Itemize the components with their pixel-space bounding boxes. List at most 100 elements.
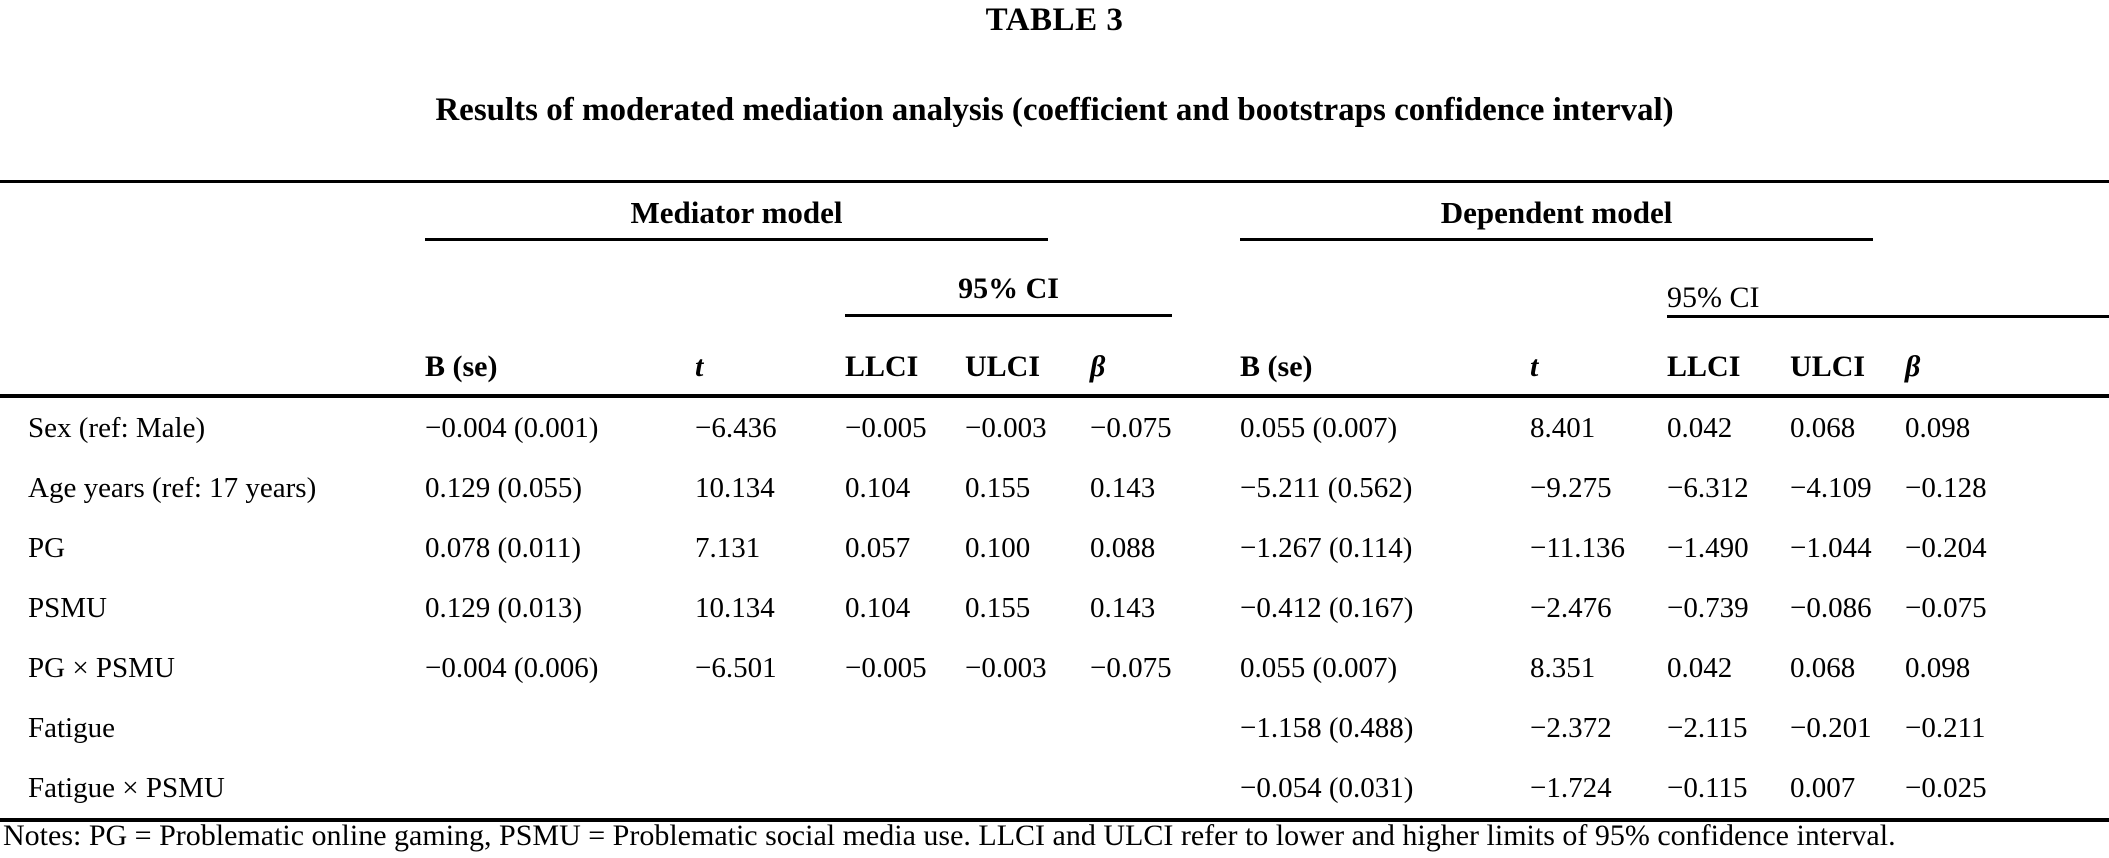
cell-dependent-ulci: 0.007 (1790, 758, 1906, 822)
col-mediator-beta: β (1090, 316, 1241, 398)
mediator-model-group: Mediator model (425, 182, 1240, 241)
cell-mediator-t (695, 758, 845, 822)
cell-mediator-t (695, 698, 845, 758)
cell-dependent-ulci: −0.201 (1790, 711, 1872, 744)
row-label: PG (28, 531, 66, 564)
mediator-ci-group: 95% CI (845, 241, 1240, 317)
cell-mediator-ulci: −0.003 (965, 651, 1047, 684)
cell-mediator-ulci: 0.100 (965, 531, 1031, 564)
cell-dependent-t: −2.372 (1530, 711, 1612, 744)
cell-mediator-b: −0.004 (0.001) (425, 411, 599, 444)
cell-mediator-b: 0.129 (0.055) (425, 471, 583, 504)
cell-mediator-beta: 0.143 (1090, 591, 1156, 624)
cell-mediator-t: −6.436 (695, 411, 777, 444)
cell-dependent-beta: −0.025 (1905, 758, 2109, 822)
cell-mediator-llci (845, 758, 965, 822)
cell-mediator-ulci: −0.003 (965, 411, 1047, 444)
col-mediator-b: B (se) (425, 316, 695, 398)
dependent-model-header: Dependent model (1240, 195, 1874, 241)
row-label: Fatigue × PSMU (0, 758, 425, 822)
row-label: Fatigue (28, 711, 115, 744)
cell-mediator-beta: −0.075 (1090, 651, 1172, 684)
cell-dependent-beta: 0.098 (1905, 411, 1971, 444)
col-mediator-ulci: ULCI (965, 316, 1090, 398)
table-row: PG × PSMU −0.004 (0.006) −6.501 −0.005 −0.00… (0, 638, 2109, 698)
cell-dependent-ulci: −1.044 (1790, 531, 1872, 564)
cell-mediator-beta: 0.143 (1090, 471, 1156, 504)
results-table: Mediator model Dependent model 95% CI 95… (0, 180, 2109, 822)
col-dependent-ulci: ULCI (1790, 316, 1906, 398)
cell-dependent-t: −2.476 (1530, 591, 1612, 624)
cell-dependent-beta: 0.098 (1905, 651, 1971, 684)
table-row: PG 0.078 (0.011) 7.131 0.057 0.100 0.088 −1.26… (0, 518, 2109, 578)
cell-dependent-ulci: −4.109 (1790, 471, 1872, 504)
col-mediator-llci: LLCI (845, 316, 965, 398)
cell-mediator-llci: 0.057 (845, 531, 911, 564)
ci-header-row: 95% CI 95% CI (0, 241, 2109, 318)
cell-dependent-t: −9.275 (1530, 471, 1612, 504)
cell-dependent-llci: −1.490 (1667, 531, 1749, 564)
cell-dependent-t: −11.136 (1530, 531, 1626, 564)
cell-mediator-b (425, 698, 695, 758)
cell-mediator-t: 10.134 (695, 591, 775, 624)
table-row: Age years (ref: 17 years) 0.129 (0.055) 10… (0, 458, 2109, 518)
cell-dependent-beta: −0.204 (1905, 531, 1987, 564)
table-title: Results of moderated mediation analysis … (435, 92, 1674, 128)
cell-mediator-llci: −0.005 (845, 651, 927, 684)
col-dependent-t: t (1530, 316, 1668, 398)
dependent-model-group: Dependent model (1240, 182, 2109, 241)
cell-mediator-b (425, 758, 695, 822)
ci-spacer-mid (1240, 241, 1667, 317)
cell-dependent-beta: −0.128 (1905, 471, 1987, 504)
cell-mediator-ulci: 0.155 (965, 591, 1031, 624)
cell-dependent-llci: −0.739 (1667, 591, 1749, 624)
cell-mediator-llci (845, 698, 965, 758)
group-header-row: Mediator model Dependent model (0, 182, 2109, 241)
table-body: Sex (ref: Male) −0.004 (0.001) −6.436 −0.00… (0, 396, 2109, 822)
cell-dependent-beta: −0.075 (1905, 591, 1987, 624)
cell-dependent-llci: −2.115 (1667, 711, 1748, 744)
row-label: PG × PSMU (28, 651, 175, 684)
cell-mediator-b: −0.004 (0.006) (425, 651, 599, 684)
cell-mediator-beta (1090, 758, 1241, 822)
mediator-ci-header: 95% CI (845, 272, 1173, 317)
cell-dependent-llci: 0.042 (1667, 651, 1733, 684)
table-row: Fatigue × PSMU −0.054 (0.031) −1.724 −0.115… (0, 758, 2109, 822)
cell-mediator-t: 7.131 (695, 531, 761, 564)
col-dependent-b: B (se) (1240, 316, 1531, 398)
cell-mediator-ulci (965, 698, 1090, 758)
cell-dependent-b: 0.055 (0.007) (1240, 651, 1398, 684)
col-dependent-beta: β (1905, 316, 2109, 398)
cell-mediator-b: 0.129 (0.013) (425, 591, 583, 624)
cell-dependent-t: 8.351 (1530, 651, 1596, 684)
cell-mediator-llci: −0.005 (845, 411, 927, 444)
col-mediator-t: t (695, 316, 845, 398)
cell-dependent-b: −1.267 (0.114) (1240, 531, 1413, 564)
row-label: PSMU (28, 591, 107, 624)
table-row: Sex (ref: Male) −0.004 (0.001) −6.436 −0.00… (0, 396, 2109, 458)
cell-dependent-llci: −0.115 (1667, 758, 1791, 822)
cell-dependent-ulci: 0.068 (1790, 651, 1856, 684)
cell-mediator-t: −6.501 (695, 651, 777, 684)
row-label-spacer (0, 316, 425, 398)
row-label: Sex (ref: Male) (28, 411, 206, 444)
cell-dependent-b: 0.055 (0.007) (1240, 411, 1398, 444)
cell-dependent-llci: −6.312 (1667, 471, 1749, 504)
column-header-row: B (se) t LLCI ULCI β B (se) t LLCI ULCI … (0, 316, 2109, 398)
cell-mediator-beta (1090, 698, 1240, 758)
cell-dependent-b: −5.211 (0.562) (1240, 471, 1413, 504)
mediator-model-header: Mediator model (425, 195, 1049, 241)
cell-dependent-t: −1.724 (1530, 758, 1668, 822)
table-row: Fatigue −1.158 (0.488) −2.372 −2.115 −0.201−… (0, 698, 2109, 758)
cell-mediator-beta: −0.075 (1090, 411, 1172, 444)
cell-mediator-b: 0.078 (0.011) (425, 531, 581, 564)
table-row: PSMU 0.129 (0.013) 10.134 0.104 0.155 0.143 −0… (0, 578, 2109, 638)
cell-dependent-ulci: −0.086 (1790, 591, 1872, 624)
cell-dependent-beta: −0.211 (1905, 711, 1986, 744)
cell-dependent-b: −0.412 (0.167) (1240, 591, 1414, 624)
cell-dependent-b: −0.054 (0.031) (1240, 758, 1531, 822)
col-dependent-llci: LLCI (1667, 316, 1791, 398)
row-label: Age years (ref: 17 years) (28, 471, 317, 504)
ci-spacer-left (0, 241, 845, 317)
